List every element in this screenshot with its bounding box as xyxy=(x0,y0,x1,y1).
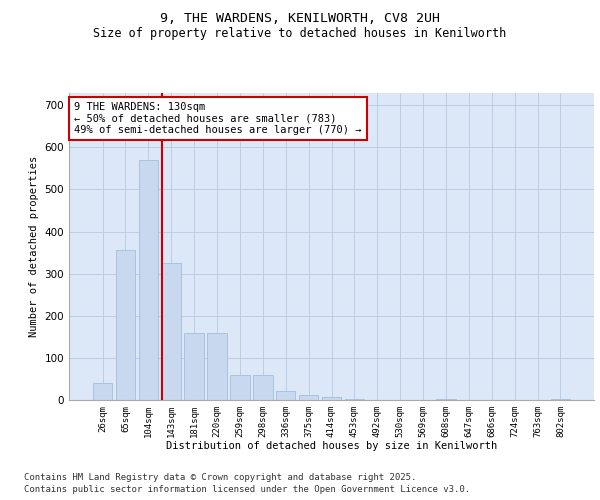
Text: Size of property relative to detached houses in Kenilworth: Size of property relative to detached ho… xyxy=(94,28,506,40)
Bar xyxy=(253,374,272,400)
Text: Contains public sector information licensed under the Open Government Licence v3: Contains public sector information licen… xyxy=(24,485,470,494)
Text: 9, THE WARDENS, KENILWORTH, CV8 2UH: 9, THE WARDENS, KENILWORTH, CV8 2UH xyxy=(160,12,440,26)
Bar xyxy=(322,398,341,400)
Bar xyxy=(436,399,455,400)
Bar xyxy=(230,374,250,400)
Bar xyxy=(184,332,204,400)
Bar xyxy=(208,332,227,400)
Bar xyxy=(344,399,364,400)
Bar xyxy=(116,250,135,400)
Bar xyxy=(93,383,112,400)
X-axis label: Distribution of detached houses by size in Kenilworth: Distribution of detached houses by size … xyxy=(166,442,497,452)
Bar xyxy=(139,160,158,400)
Text: 9 THE WARDENS: 130sqm
← 50% of detached houses are smaller (783)
49% of semi-det: 9 THE WARDENS: 130sqm ← 50% of detached … xyxy=(74,102,362,135)
Bar xyxy=(551,398,570,400)
Y-axis label: Number of detached properties: Number of detached properties xyxy=(29,156,39,337)
Bar xyxy=(299,395,319,400)
Bar xyxy=(276,390,295,400)
Text: Contains HM Land Registry data © Crown copyright and database right 2025.: Contains HM Land Registry data © Crown c… xyxy=(24,472,416,482)
Bar xyxy=(161,263,181,400)
